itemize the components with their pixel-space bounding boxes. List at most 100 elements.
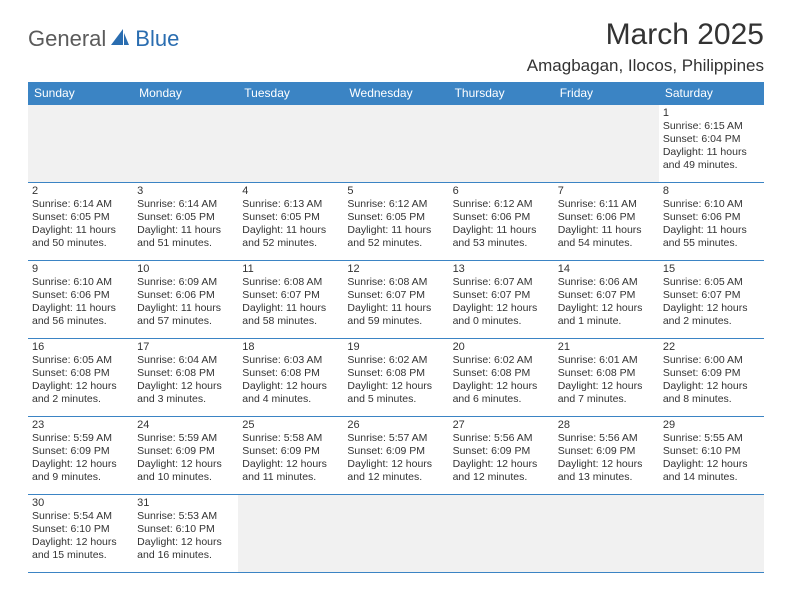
day-cell: 15Sunrise: 6:05 AMSunset: 6:07 PMDayligh… [659, 261, 764, 339]
day-info: Sunrise: 5:53 AMSunset: 6:10 PMDaylight:… [137, 510, 234, 563]
logo: General Blue [28, 26, 179, 52]
day-info: Sunrise: 6:08 AMSunset: 6:07 PMDaylight:… [242, 276, 339, 329]
empty-cell [343, 105, 448, 183]
day-info: Sunrise: 6:12 AMSunset: 6:06 PMDaylight:… [453, 198, 550, 251]
day-number: 2 [32, 185, 129, 197]
day-info: Sunrise: 5:57 AMSunset: 6:09 PMDaylight:… [347, 432, 444, 485]
empty-cell [133, 105, 238, 183]
day-number: 4 [242, 185, 339, 197]
day-number: 15 [663, 263, 760, 275]
day-info: Sunrise: 5:59 AMSunset: 6:09 PMDaylight:… [137, 432, 234, 485]
day-number: 25 [242, 419, 339, 431]
month-title: March 2025 [527, 18, 764, 52]
day-header: Friday [554, 82, 659, 105]
day-number: 20 [453, 341, 550, 353]
day-info: Sunrise: 6:14 AMSunset: 6:05 PMDaylight:… [32, 198, 129, 251]
day-info: Sunrise: 6:08 AMSunset: 6:07 PMDaylight:… [347, 276, 444, 329]
day-cell: 3Sunrise: 6:14 AMSunset: 6:05 PMDaylight… [133, 183, 238, 261]
calendar-body: 1Sunrise: 6:15 AMSunset: 6:04 PMDaylight… [28, 105, 764, 573]
calendar-row: 30Sunrise: 5:54 AMSunset: 6:10 PMDayligh… [28, 495, 764, 573]
day-number: 31 [137, 497, 234, 509]
day-info: Sunrise: 6:10 AMSunset: 6:06 PMDaylight:… [32, 276, 129, 329]
calendar-row: 9Sunrise: 6:10 AMSunset: 6:06 PMDaylight… [28, 261, 764, 339]
day-number: 17 [137, 341, 234, 353]
day-cell: 1Sunrise: 6:15 AMSunset: 6:04 PMDaylight… [659, 105, 764, 183]
day-cell: 25Sunrise: 5:58 AMSunset: 6:09 PMDayligh… [238, 417, 343, 495]
day-cell: 22Sunrise: 6:00 AMSunset: 6:09 PMDayligh… [659, 339, 764, 417]
day-cell: 11Sunrise: 6:08 AMSunset: 6:07 PMDayligh… [238, 261, 343, 339]
day-header: Thursday [449, 82, 554, 105]
day-number: 28 [558, 419, 655, 431]
day-number: 22 [663, 341, 760, 353]
empty-cell [659, 495, 764, 573]
day-cell: 24Sunrise: 5:59 AMSunset: 6:09 PMDayligh… [133, 417, 238, 495]
day-of-week-row: SundayMondayTuesdayWednesdayThursdayFrid… [28, 82, 764, 105]
day-info: Sunrise: 5:55 AMSunset: 6:10 PMDaylight:… [663, 432, 760, 485]
empty-cell [238, 105, 343, 183]
day-cell: 20Sunrise: 6:02 AMSunset: 6:08 PMDayligh… [449, 339, 554, 417]
day-info: Sunrise: 6:06 AMSunset: 6:07 PMDaylight:… [558, 276, 655, 329]
day-number: 30 [32, 497, 129, 509]
day-cell: 21Sunrise: 6:01 AMSunset: 6:08 PMDayligh… [554, 339, 659, 417]
day-info: Sunrise: 6:13 AMSunset: 6:05 PMDaylight:… [242, 198, 339, 251]
empty-cell [449, 495, 554, 573]
empty-cell [343, 495, 448, 573]
day-header: Sunday [28, 82, 133, 105]
day-info: Sunrise: 6:05 AMSunset: 6:07 PMDaylight:… [663, 276, 760, 329]
calendar-row: 2Sunrise: 6:14 AMSunset: 6:05 PMDaylight… [28, 183, 764, 261]
day-number: 21 [558, 341, 655, 353]
day-cell: 16Sunrise: 6:05 AMSunset: 6:08 PMDayligh… [28, 339, 133, 417]
day-cell: 26Sunrise: 5:57 AMSunset: 6:09 PMDayligh… [343, 417, 448, 495]
day-info: Sunrise: 5:59 AMSunset: 6:09 PMDaylight:… [32, 432, 129, 485]
day-cell: 28Sunrise: 5:56 AMSunset: 6:09 PMDayligh… [554, 417, 659, 495]
day-number: 14 [558, 263, 655, 275]
calendar-head: SundayMondayTuesdayWednesdayThursdayFrid… [28, 82, 764, 105]
day-info: Sunrise: 5:56 AMSunset: 6:09 PMDaylight:… [453, 432, 550, 485]
day-number: 12 [347, 263, 444, 275]
day-cell: 27Sunrise: 5:56 AMSunset: 6:09 PMDayligh… [449, 417, 554, 495]
day-info: Sunrise: 5:58 AMSunset: 6:09 PMDaylight:… [242, 432, 339, 485]
day-number: 8 [663, 185, 760, 197]
day-cell: 13Sunrise: 6:07 AMSunset: 6:07 PMDayligh… [449, 261, 554, 339]
empty-cell [554, 105, 659, 183]
day-header: Monday [133, 82, 238, 105]
day-number: 18 [242, 341, 339, 353]
day-cell: 17Sunrise: 6:04 AMSunset: 6:08 PMDayligh… [133, 339, 238, 417]
empty-cell [28, 105, 133, 183]
day-number: 3 [137, 185, 234, 197]
day-info: Sunrise: 6:12 AMSunset: 6:05 PMDaylight:… [347, 198, 444, 251]
calendar-row: 23Sunrise: 5:59 AMSunset: 6:09 PMDayligh… [28, 417, 764, 495]
logo-text-general: General [28, 26, 106, 52]
day-info: Sunrise: 6:02 AMSunset: 6:08 PMDaylight:… [347, 354, 444, 407]
day-info: Sunrise: 6:00 AMSunset: 6:09 PMDaylight:… [663, 354, 760, 407]
logo-text-blue: Blue [135, 26, 179, 52]
day-cell: 23Sunrise: 5:59 AMSunset: 6:09 PMDayligh… [28, 417, 133, 495]
day-info: Sunrise: 5:56 AMSunset: 6:09 PMDaylight:… [558, 432, 655, 485]
page: General Blue March 2025 Amagbagan, Iloco… [0, 0, 792, 612]
location-text: Amagbagan, Ilocos, Philippines [527, 56, 764, 76]
day-info: Sunrise: 6:11 AMSunset: 6:06 PMDaylight:… [558, 198, 655, 251]
day-cell: 7Sunrise: 6:11 AMSunset: 6:06 PMDaylight… [554, 183, 659, 261]
day-info: Sunrise: 6:05 AMSunset: 6:08 PMDaylight:… [32, 354, 129, 407]
day-number: 16 [32, 341, 129, 353]
day-info: Sunrise: 6:10 AMSunset: 6:06 PMDaylight:… [663, 198, 760, 251]
day-number: 13 [453, 263, 550, 275]
day-info: Sunrise: 6:04 AMSunset: 6:08 PMDaylight:… [137, 354, 234, 407]
day-number: 5 [347, 185, 444, 197]
day-number: 1 [663, 107, 760, 119]
day-cell: 19Sunrise: 6:02 AMSunset: 6:08 PMDayligh… [343, 339, 448, 417]
day-info: Sunrise: 6:01 AMSunset: 6:08 PMDaylight:… [558, 354, 655, 407]
day-header: Saturday [659, 82, 764, 105]
day-info: Sunrise: 6:07 AMSunset: 6:07 PMDaylight:… [453, 276, 550, 329]
empty-cell [554, 495, 659, 573]
day-cell: 10Sunrise: 6:09 AMSunset: 6:06 PMDayligh… [133, 261, 238, 339]
day-info: Sunrise: 6:15 AMSunset: 6:04 PMDaylight:… [663, 120, 760, 173]
day-number: 11 [242, 263, 339, 275]
day-cell: 14Sunrise: 6:06 AMSunset: 6:07 PMDayligh… [554, 261, 659, 339]
day-cell: 2Sunrise: 6:14 AMSunset: 6:05 PMDaylight… [28, 183, 133, 261]
day-number: 6 [453, 185, 550, 197]
day-number: 7 [558, 185, 655, 197]
day-number: 10 [137, 263, 234, 275]
day-header: Tuesday [238, 82, 343, 105]
day-cell: 9Sunrise: 6:10 AMSunset: 6:06 PMDaylight… [28, 261, 133, 339]
